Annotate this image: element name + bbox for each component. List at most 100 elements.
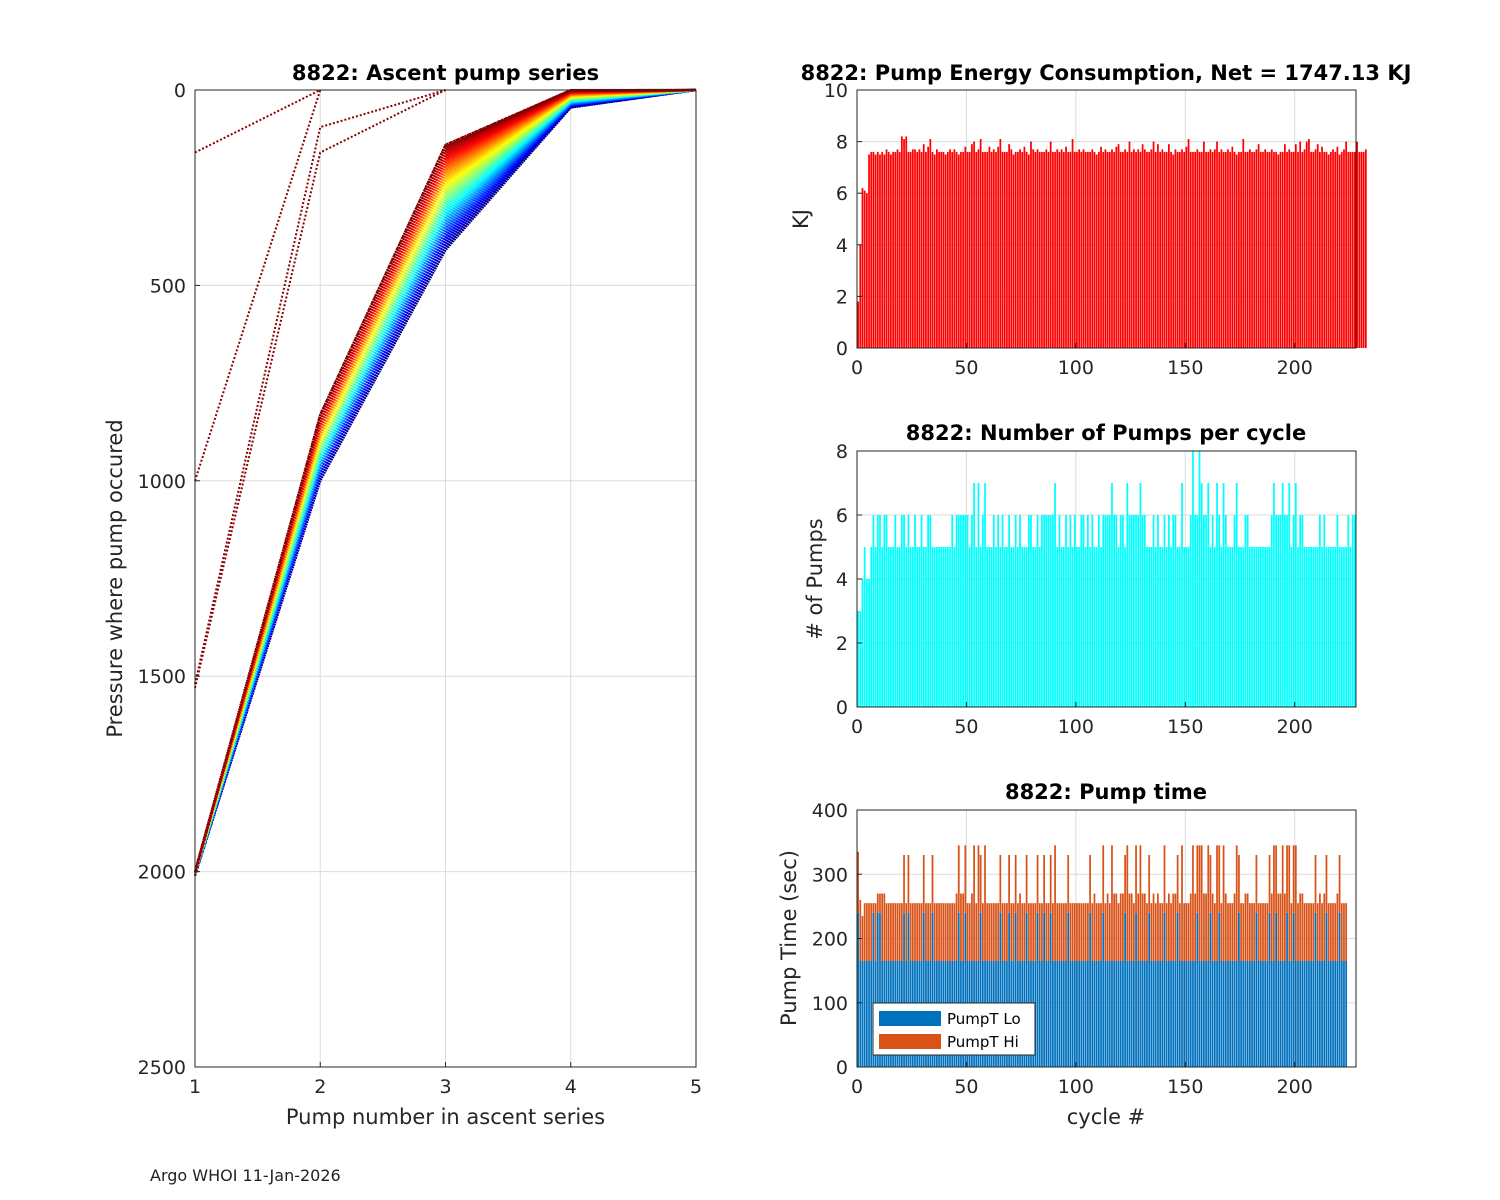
npumps-bar	[997, 515, 1000, 707]
pumptime-bar-lo	[1082, 960, 1085, 1067]
energy-bar	[1227, 149, 1229, 348]
pumptime-bar-hi	[1130, 893, 1133, 961]
energy-ytick-label: 4	[836, 235, 848, 257]
pumptime-bar-lo	[1095, 960, 1098, 1067]
npumps-bar	[1286, 515, 1288, 707]
pumptime-bar-lo	[1041, 960, 1043, 1067]
pumptime-bar-hi	[1113, 893, 1116, 961]
npumps-bar	[870, 547, 873, 707]
pumptime-bar-hi	[1097, 903, 1100, 961]
pumptime-ytick-label: 100	[812, 993, 848, 1015]
energy-bar	[1294, 144, 1297, 348]
energy-bar	[1292, 151, 1295, 348]
pumptime-bar-hi	[905, 903, 908, 961]
npumps-bar	[1073, 515, 1076, 707]
npumps-ytick-label: 0	[836, 697, 848, 719]
energy-ytick-label: 0	[836, 338, 848, 360]
energy-bar	[1108, 151, 1111, 348]
pumptime-bar-hi	[1032, 903, 1035, 961]
energy-bar	[1137, 149, 1140, 348]
npumps-bar	[966, 515, 969, 707]
npumps-bar	[1038, 547, 1041, 707]
npumps-bar	[984, 483, 986, 707]
energy-bar	[1093, 151, 1096, 348]
pumptime-bar-hi	[1012, 903, 1015, 961]
pumptime-bar-hi	[868, 903, 870, 961]
npumps-bar	[1097, 515, 1100, 707]
npumps-bar	[992, 515, 995, 707]
pumptime-bar-hi	[1345, 903, 1348, 961]
energy-bar	[1141, 144, 1144, 348]
pumptime-ytick-label: 300	[812, 864, 848, 886]
pumptime-bar-hi	[1058, 903, 1061, 961]
npumps-bar	[1108, 515, 1111, 707]
energy-bar	[1281, 151, 1284, 348]
npumps-bar	[1054, 483, 1056, 707]
energy-bar	[1178, 151, 1181, 348]
npumps-bar	[1203, 515, 1205, 707]
ascent-ytick-label: 2000	[138, 862, 186, 884]
pumptime-bar-hi	[1102, 845, 1105, 913]
energy-bar	[1198, 151, 1201, 348]
energy-bar	[1340, 151, 1343, 348]
pumptime-bar-hi	[1262, 903, 1264, 961]
npumps-bar	[1336, 515, 1339, 707]
pumptime-bar-lo	[1325, 912, 1328, 1067]
npumps-bar	[1001, 515, 1004, 707]
npumps-bar	[1270, 515, 1273, 707]
pumptime-bar-hi	[1143, 893, 1146, 961]
pumptime-bar-lo	[1089, 912, 1091, 1067]
energy-bar	[1052, 151, 1054, 348]
energy-bar	[1257, 144, 1260, 348]
pumptime-bar-hi	[907, 854, 910, 913]
pumptime-bar-hi	[1279, 893, 1282, 961]
npumps-bar	[946, 547, 949, 707]
pumptime-bar-lo	[1251, 960, 1253, 1067]
ascent-profile-line	[193, 88, 696, 872]
energy-bar	[995, 151, 997, 348]
npumps-bar	[1122, 515, 1124, 707]
pumptime-bar-lo	[1198, 960, 1201, 1067]
energy-bar	[1275, 151, 1277, 348]
ascent-series-early-4	[194, 89, 446, 689]
pumptime-bar-lo	[1233, 960, 1236, 1067]
pumptime-bar-hi	[1194, 893, 1197, 961]
pumptime-bar-hi	[1174, 893, 1177, 961]
pumptime-bar-hi	[1292, 845, 1295, 913]
npumps-xtick-label: 100	[1058, 716, 1094, 738]
pumptime-bar-hi	[885, 903, 888, 961]
energy-bar	[1248, 149, 1251, 348]
pumptime-bar-lo	[1093, 960, 1096, 1067]
energy-bar	[1071, 139, 1074, 348]
pumptime-bar-hi	[1325, 854, 1328, 913]
pumptime-bar-hi	[966, 903, 969, 961]
pumptime-bar-hi	[887, 903, 890, 961]
npumps-bar	[863, 547, 866, 707]
pumptime-bar-lo	[1150, 960, 1153, 1067]
energy-bar	[1332, 149, 1334, 348]
energy-bar	[1218, 151, 1221, 348]
npumps-bar	[1235, 483, 1238, 707]
energy-bar	[1347, 151, 1350, 348]
npumps-bar	[1095, 547, 1098, 707]
pumptime-bar-hi	[1124, 854, 1126, 913]
energy-bar	[890, 154, 892, 348]
pumptime-bar-lo	[1255, 912, 1258, 1067]
npumps-bar	[931, 547, 934, 707]
energy-bar	[1078, 149, 1081, 348]
pumptime-bar-hi	[1178, 903, 1181, 961]
pumptime-bar-lo	[1301, 960, 1304, 1067]
pumptime-bar-hi	[874, 903, 877, 961]
pumptime-bar-hi	[1336, 893, 1339, 961]
pumptime-xtick-label: 100	[1058, 1076, 1094, 1098]
npumps-bar	[1262, 547, 1264, 707]
energy-bar	[1264, 149, 1267, 348]
pumptime-bar-hi	[1027, 903, 1030, 961]
npumps-bar	[1354, 515, 1356, 707]
pumptime-bar-hi	[1176, 854, 1179, 913]
pumptime-bar-lo	[1211, 960, 1214, 1067]
pumptime-bar-lo	[1102, 912, 1105, 1067]
npumps-bar	[1165, 547, 1168, 707]
pumptime-bar-hi	[1163, 845, 1166, 913]
npumps-bar	[1087, 515, 1089, 707]
